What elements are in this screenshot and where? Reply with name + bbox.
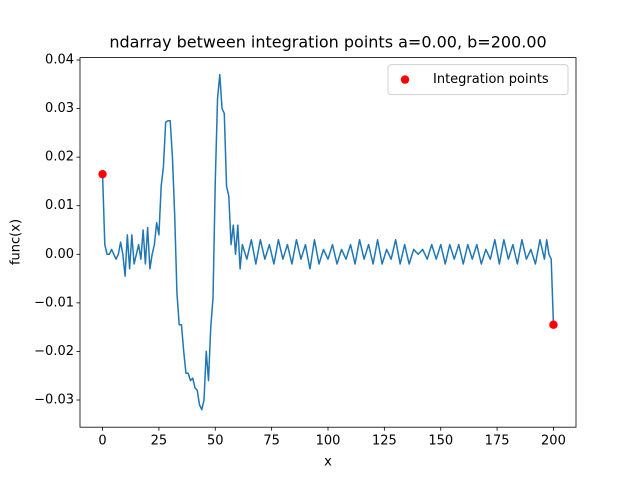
y-tick-label: −0.03 [34, 393, 74, 408]
y-tick-label: 0.04 [45, 53, 74, 68]
x-tick-label: 100 [316, 434, 341, 449]
scatter-point [549, 320, 558, 329]
x-tick-label: 175 [485, 434, 510, 449]
scatter-point [98, 169, 107, 179]
x-tick-label: 50 [207, 434, 224, 449]
legend-box [387, 64, 569, 96]
y-tick-label: 0.03 [45, 101, 74, 116]
y-axis-label: func(x) [9, 219, 24, 265]
x-tick-label: 200 [541, 434, 566, 449]
y-tick-label: 0.00 [45, 247, 74, 262]
x-tick-label: 125 [372, 434, 397, 449]
x-axis-label: x [324, 455, 332, 470]
x-tick-label: 75 [263, 434, 280, 449]
y-tick-label: −0.02 [34, 344, 74, 359]
y-tick-label: 0.01 [45, 198, 74, 213]
legend-marker [400, 75, 410, 84]
chart-title: ndarray between integration points a=0.0… [109, 33, 546, 52]
x-tick-label: 25 [151, 434, 168, 449]
x-tick-label: 0 [98, 434, 106, 449]
legend-label: Integration points [433, 72, 549, 87]
y-tick-label: 0.02 [45, 150, 74, 165]
plot-frame [79, 57, 577, 428]
x-tick-label: 150 [428, 434, 453, 449]
data-line [101, 73, 555, 411]
y-tick-label: −0.01 [34, 295, 74, 310]
